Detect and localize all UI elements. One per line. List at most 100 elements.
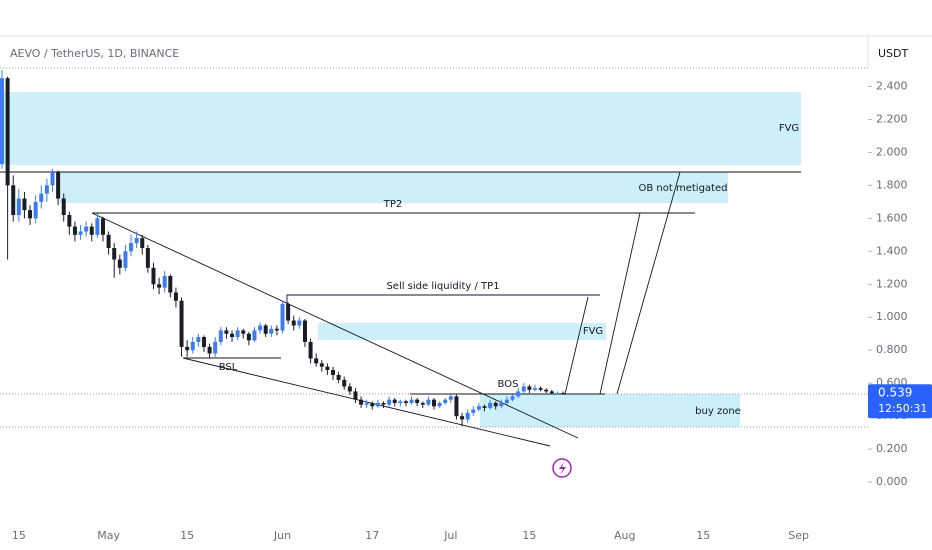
candle-body <box>347 386 352 392</box>
candle-body <box>218 330 223 342</box>
candle-body <box>291 320 296 326</box>
candle-body <box>532 388 537 390</box>
candle-body <box>415 399 420 403</box>
candle-body <box>129 243 134 252</box>
candle-body <box>95 218 100 235</box>
annotation: Sell side liquidity / TP1 <box>386 281 499 292</box>
candle-body <box>280 304 285 331</box>
ob-zone <box>60 172 728 203</box>
candle-body <box>145 248 150 268</box>
alert-icon[interactable] <box>552 458 572 478</box>
candle-body <box>185 346 190 351</box>
candle-body <box>403 401 408 403</box>
candle-body <box>308 341 313 359</box>
candle-body <box>437 402 442 407</box>
candle-body <box>56 172 61 199</box>
candle-body <box>72 226 77 235</box>
candle-body <box>314 358 319 364</box>
candle-body <box>286 304 291 321</box>
annotation: buy zone <box>695 406 741 417</box>
fvg-zone <box>318 323 606 340</box>
candle-body <box>454 396 459 417</box>
candle-body <box>432 399 436 407</box>
candle-body <box>398 401 403 403</box>
projection-line <box>564 296 589 395</box>
chart-title: AEVO / TetherUS, 1D, BINANCE <box>10 47 179 60</box>
currency[interactable]: USDT <box>878 47 909 60</box>
candle-body <box>555 393 560 395</box>
candle-body <box>359 399 364 405</box>
candle-body <box>123 251 128 268</box>
candle-body <box>392 399 397 403</box>
candle-body <box>100 218 105 235</box>
y-tick-label: 1.800 <box>876 178 908 191</box>
candle-body <box>353 391 358 400</box>
candle-body <box>0 78 4 164</box>
price-tag-box <box>868 384 932 419</box>
candle-body <box>448 396 453 400</box>
y-tick-label: 1.000 <box>876 310 908 323</box>
candle-body <box>521 386 526 392</box>
candle-body <box>336 374 341 380</box>
price-axis <box>868 37 932 550</box>
candle-body <box>499 402 504 407</box>
annotation: OB not metigated <box>639 183 728 194</box>
x-tick-label: Jun <box>273 529 291 542</box>
candle-body <box>510 396 515 400</box>
candle-body <box>151 267 156 285</box>
x-axis: 15 May 15 Jun 17 Jul 15 Aug 15 Sep <box>12 529 809 542</box>
y-axis: 0.0000.2000.4000.6000.8001.0001.2001.400… <box>868 79 908 488</box>
candle-body <box>426 399 431 405</box>
fvg-zone <box>0 92 801 165</box>
candle-body <box>112 248 117 260</box>
candle-body <box>460 416 465 420</box>
x-tick-label: Jul <box>443 529 457 542</box>
candle-body <box>162 276 167 288</box>
y-tick-label: 2.200 <box>876 112 908 125</box>
candle-body <box>140 238 145 249</box>
y-tick-label: 2.000 <box>876 145 908 158</box>
candle-body <box>28 210 33 219</box>
candle-body <box>44 185 49 194</box>
candle-body <box>443 399 448 403</box>
annotation: FVG <box>779 123 799 134</box>
y-tick-label: 2.400 <box>876 79 908 92</box>
annotation: FVG <box>583 326 603 337</box>
candle-body <box>325 366 330 370</box>
candle-body <box>230 333 235 338</box>
x-tick-label: Sep <box>788 529 809 542</box>
candle-body <box>61 198 66 216</box>
candle-body <box>241 330 246 334</box>
candle-body <box>39 193 44 202</box>
candle-body <box>235 330 240 338</box>
candle-body <box>16 198 21 216</box>
candle-body <box>78 231 83 235</box>
candle-body <box>527 386 532 390</box>
candle-body <box>544 389 549 392</box>
candle-body <box>134 238 139 244</box>
annotation: BOS <box>498 379 519 390</box>
candle-body <box>50 172 55 186</box>
candle-body <box>387 399 392 405</box>
projection-line <box>599 212 641 395</box>
x-tick-label: Aug <box>614 529 635 542</box>
candle-body <box>173 292 178 301</box>
candle-body <box>22 198 27 211</box>
projection-line <box>616 171 681 395</box>
y-tick-label: 0.800 <box>876 343 908 356</box>
candle-body <box>375 402 380 407</box>
x-tick-label: 15 <box>12 529 26 542</box>
candle-body <box>409 399 414 403</box>
candle-body <box>269 328 274 334</box>
candle-body <box>224 330 229 334</box>
y-tick-label: 1.200 <box>876 277 908 290</box>
candle-body <box>252 330 257 341</box>
y-tick-label: 0.200 <box>876 442 908 455</box>
candle-body <box>331 369 336 375</box>
candle-body <box>179 300 184 347</box>
candle-body <box>476 406 481 410</box>
candle-body <box>538 388 543 390</box>
candle-body <box>493 402 498 407</box>
x-tick-label: 15 <box>696 529 710 542</box>
